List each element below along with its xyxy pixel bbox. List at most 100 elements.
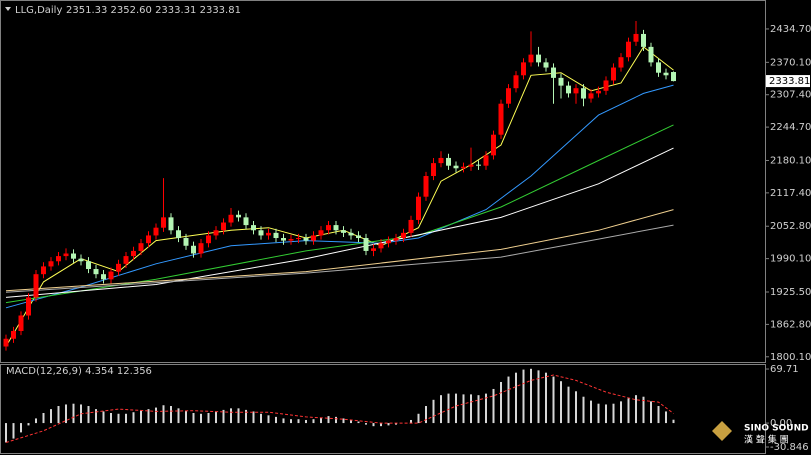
candle-body	[161, 217, 166, 228]
candle-body	[191, 245, 196, 254]
collapse-icon[interactable]	[5, 7, 11, 11]
candle-body	[348, 232, 354, 236]
candle-body	[116, 263, 121, 272]
candle-body	[41, 266, 46, 275]
candle-body	[273, 232, 279, 239]
logo: SINO SOUND 漢 聲 集 團	[712, 421, 809, 446]
candle-body	[513, 75, 519, 89]
candle-body	[626, 41, 631, 58]
candle-body	[288, 239, 294, 241]
candle-body	[146, 235, 151, 244]
moving-average	[5, 209, 674, 292]
candle-body	[138, 243, 144, 251]
candle-body	[311, 235, 316, 241]
y-tick-label: 2180.10	[770, 155, 811, 166]
candle-body	[633, 33, 639, 42]
candle-body	[603, 80, 609, 91]
ohlc-label: 2351.33 2352.60 2333.31 2333.81	[66, 5, 241, 16]
signal-line	[5, 374, 674, 443]
candle-body	[318, 230, 324, 236]
y-tick-label: 2434.70	[770, 24, 811, 35]
candle-body	[56, 256, 61, 262]
moving-average	[5, 84, 674, 309]
y-tick-label: 1990.10	[770, 254, 811, 265]
candle-body	[611, 67, 616, 81]
symbol-label: LLG,Daily	[15, 5, 62, 16]
candle-body	[581, 88, 586, 99]
candle-body	[378, 243, 384, 249]
candle-body	[78, 258, 84, 262]
candle-body	[33, 274, 39, 298]
candle-body	[408, 219, 414, 233]
candle-body	[431, 163, 436, 177]
candle-body	[296, 238, 301, 240]
candle-body	[371, 248, 376, 251]
candle-body	[401, 232, 406, 239]
candle-body	[71, 253, 76, 259]
candle-body	[663, 72, 669, 76]
candle-body	[506, 88, 511, 104]
candle-body	[438, 157, 444, 164]
candle-body	[648, 46, 654, 63]
candle-body	[521, 62, 526, 76]
moving-average	[5, 224, 674, 293]
candle-body	[236, 214, 241, 218]
y-tick-label: 1862.80	[770, 319, 811, 330]
macd-label: MACD(12,26,9) 4.354 12.356	[6, 366, 152, 377]
candle-body	[63, 253, 69, 257]
candle-body	[356, 235, 361, 239]
candle-body	[483, 155, 489, 166]
candle-body	[93, 269, 99, 275]
candle-body	[86, 261, 91, 270]
logo-name: SINO SOUND	[744, 424, 809, 434]
candle-body	[168, 217, 174, 231]
macd-panel-frame	[0, 364, 766, 454]
y-tick-label: 2117.40	[770, 188, 811, 199]
candle-body	[671, 72, 676, 82]
y-tick-label: 1800.10	[770, 352, 811, 363]
last-price-box	[766, 75, 810, 88]
candle-body	[551, 67, 556, 78]
candle-body	[18, 315, 24, 332]
candle-body	[266, 232, 271, 236]
candle-body	[333, 225, 339, 231]
logo-chinese: 漢 聲 集 團	[744, 434, 789, 446]
candle-body	[206, 235, 211, 244]
price-panel-frame	[0, 0, 766, 363]
candle-body	[26, 297, 31, 316]
candle-body	[176, 230, 181, 239]
candle-body	[3, 338, 9, 347]
candle-body	[618, 57, 624, 68]
last-price-label: 2333.81	[769, 76, 810, 87]
candle-body	[228, 214, 234, 223]
candle-body	[656, 62, 661, 73]
candle-body	[416, 196, 421, 220]
candle-body	[303, 238, 309, 241]
candle-body	[596, 90, 601, 94]
y-tick-label: 1925.50	[770, 287, 811, 298]
candle-body	[326, 225, 331, 231]
candle-body	[536, 54, 541, 63]
y-tick-label: 2052.80	[770, 221, 811, 232]
candle-body	[281, 238, 286, 241]
candle-body	[198, 243, 204, 254]
y-tick-label: 2307.40	[770, 90, 811, 101]
logo-icon	[712, 421, 732, 441]
candle-body	[573, 88, 579, 94]
candle-body	[393, 238, 399, 241]
candle-body	[468, 164, 474, 167]
candle-body	[48, 261, 54, 267]
candle-body	[498, 103, 504, 135]
candle-body	[543, 62, 549, 68]
candle-body	[131, 250, 136, 257]
y-tick-label: 2370.10	[770, 57, 811, 68]
candle-body	[243, 217, 249, 226]
candle-body	[423, 176, 429, 197]
candle-body	[528, 54, 534, 63]
candle-body	[11, 331, 16, 339]
candle-body	[558, 77, 564, 86]
candle-body	[363, 238, 369, 251]
moving-average	[5, 124, 674, 304]
candle-body	[183, 238, 189, 246]
